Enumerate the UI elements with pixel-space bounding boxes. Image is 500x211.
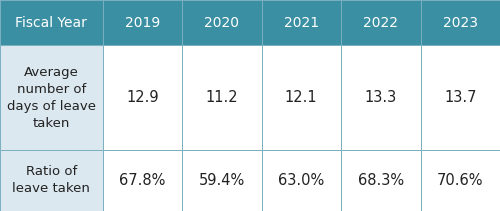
Bar	[341, 45, 420, 150]
Text: 2019: 2019	[124, 16, 160, 30]
Text: 12.1: 12.1	[285, 90, 318, 105]
Bar	[182, 45, 262, 150]
Bar	[262, 45, 341, 150]
Text: 2020: 2020	[204, 16, 240, 30]
Text: Average
number of
days of leave
taken: Average number of days of leave taken	[7, 66, 96, 130]
Text: 2023: 2023	[443, 16, 478, 30]
Bar	[182, 0, 262, 45]
Bar	[102, 150, 182, 211]
Text: 70.6%: 70.6%	[437, 173, 484, 188]
Bar	[0, 0, 102, 45]
Bar	[102, 0, 182, 45]
Text: 13.7: 13.7	[444, 90, 476, 105]
Text: Ratio of
leave taken: Ratio of leave taken	[12, 165, 90, 195]
Text: 67.8%: 67.8%	[119, 173, 166, 188]
Bar	[420, 150, 500, 211]
Bar	[420, 45, 500, 150]
Text: 68.3%: 68.3%	[358, 173, 404, 188]
Bar	[341, 150, 420, 211]
Bar	[262, 150, 341, 211]
Bar	[0, 150, 102, 211]
Bar	[182, 150, 262, 211]
Bar	[420, 0, 500, 45]
Text: 12.9: 12.9	[126, 90, 158, 105]
Text: 2021: 2021	[284, 16, 319, 30]
Text: 13.3: 13.3	[364, 90, 397, 105]
Text: 59.4%: 59.4%	[198, 173, 245, 188]
Text: 11.2: 11.2	[206, 90, 238, 105]
Bar	[262, 0, 341, 45]
Text: 2022: 2022	[364, 16, 398, 30]
Text: 63.0%: 63.0%	[278, 173, 324, 188]
Bar	[341, 0, 420, 45]
Text: Fiscal Year: Fiscal Year	[16, 16, 87, 30]
Bar	[0, 45, 102, 150]
Bar	[102, 45, 182, 150]
